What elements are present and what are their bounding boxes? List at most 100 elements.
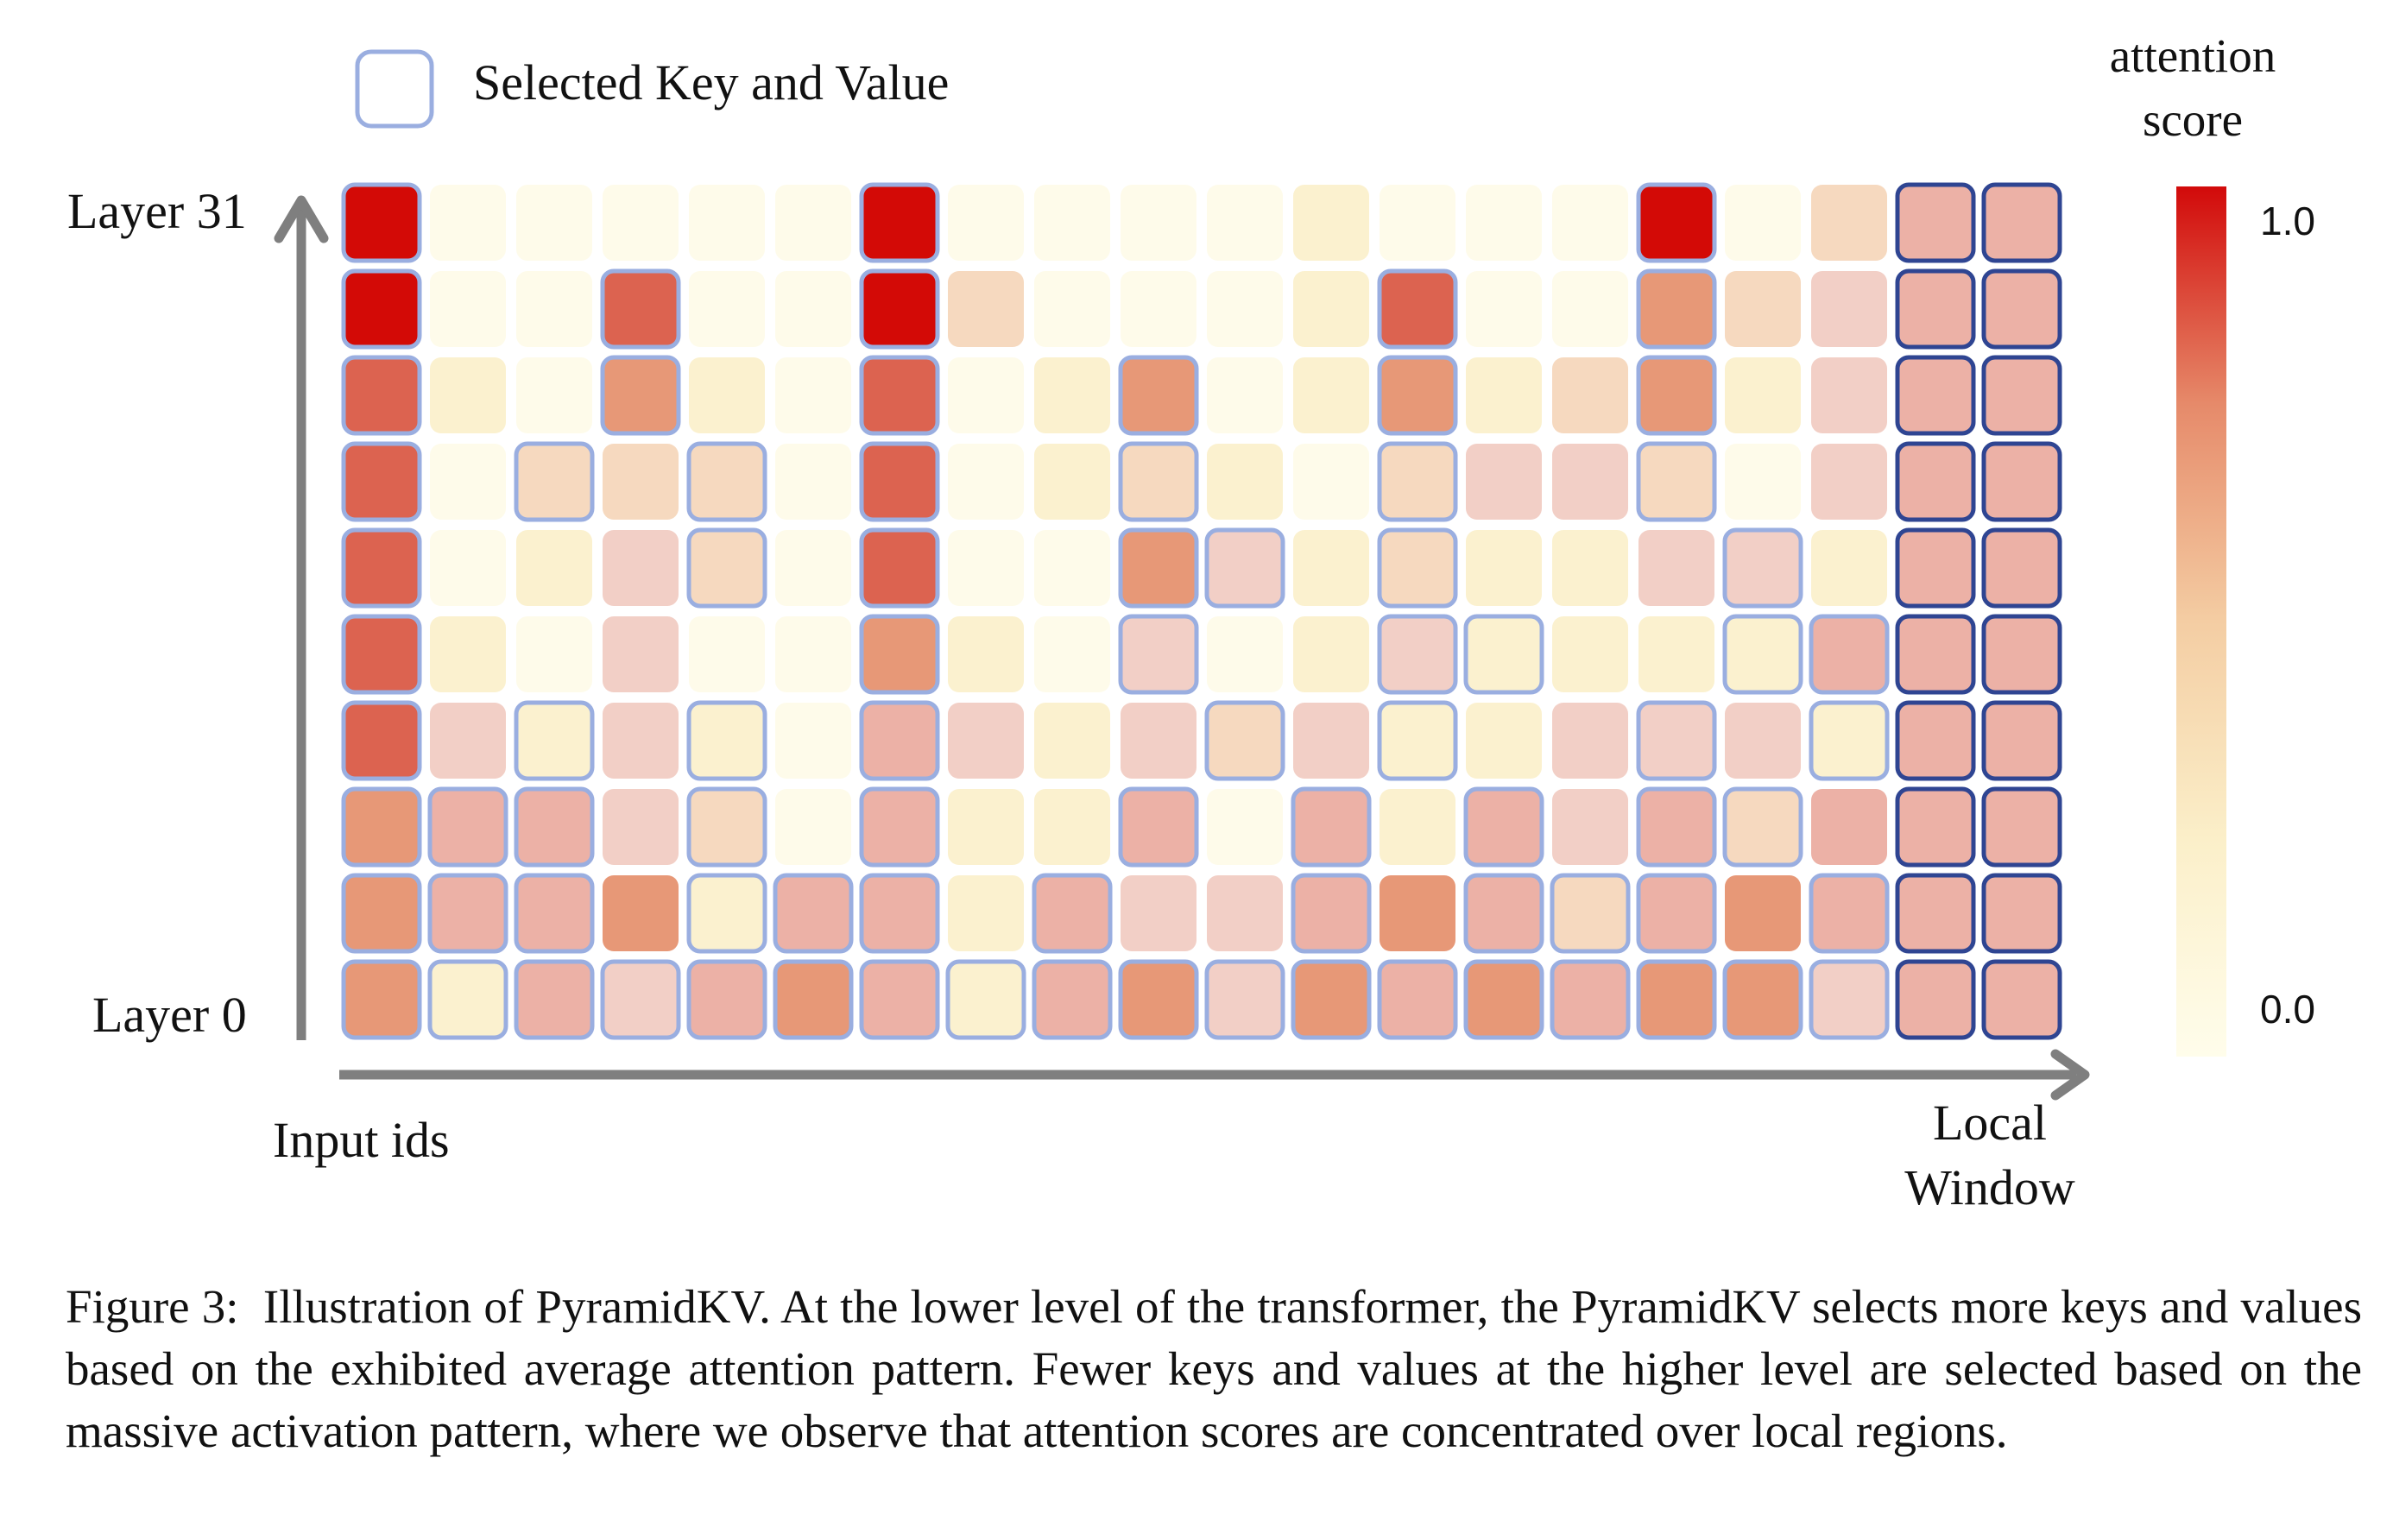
legend-selected-label: Selected Key and Value [473,54,949,110]
heatmap-cell [1034,703,1110,779]
colorbar-title-line1: attention [2110,29,2276,82]
selected-cell [1463,873,1544,954]
heatmap-cell [1207,616,1283,692]
selected-cell [1550,873,1631,954]
heatmap-cell [1552,789,1628,865]
selected-cell [1377,614,1458,695]
heatmap-cell [689,357,765,433]
heatmap-cell [948,703,1024,779]
heatmap-cell [775,703,851,779]
selected-cell [945,959,1026,1040]
heatmap-cell [1121,875,1196,951]
selected-cell [686,700,767,781]
selected-cell [1636,182,1717,263]
heatmap-cell [603,530,679,606]
heatmap-cell [1725,444,1801,520]
heatmap-cell [1034,789,1110,865]
local-window-cell [1981,873,2062,954]
heatmap-cell [1207,444,1283,520]
heatmap-cell [1466,530,1542,606]
heatmap-cell [775,789,851,865]
heatmap-cell [1811,530,1887,606]
local-window-cell [1895,441,1976,522]
heatmap-cell [775,616,851,692]
heatmap-cell [1293,357,1369,433]
x-axis-left-label: Input ids [273,1112,450,1168]
heatmap-cell [516,185,592,261]
legend-selected-swatch [355,49,434,129]
local-window-cell [1981,700,2062,781]
selected-cell [341,700,422,781]
local-window-cell [1895,182,1976,263]
heatmap-cell [1293,271,1369,347]
heatmap-cell [948,875,1024,951]
local-window-cell [1981,355,2062,436]
x-axis-right-label-line1: Local [1933,1095,2047,1151]
heatmap-cell [1466,444,1542,520]
heatmap-cell [1725,357,1801,433]
selected-cell [1118,614,1199,695]
heatmap-cell [775,271,851,347]
selected-cell [686,873,767,954]
selected-cell [859,182,940,263]
heatmap-cell [1552,444,1628,520]
heatmap-cell [948,185,1024,261]
selected-cell [600,355,681,436]
selected-cell [1722,614,1803,695]
heatmap-cell [1034,271,1110,347]
heatmap-cell [1811,271,1887,347]
selected-cell [1204,527,1285,609]
heatmap-cell [1034,444,1110,520]
selected-cell [1463,786,1544,868]
local-window-cell [1895,268,1976,350]
heatmap-cell [689,616,765,692]
selected-cell [427,786,508,868]
heatmap-cell [1811,357,1887,433]
selected-cell [341,614,422,695]
heatmap-cell [689,185,765,261]
selected-cell [1204,959,1285,1040]
selected-cell [427,873,508,954]
selected-cell [514,959,595,1040]
heatmap-cell [1725,875,1801,951]
heatmap-cell [603,444,679,520]
selected-cell [1377,700,1458,781]
selected-cell [341,786,422,868]
local-window-cell [1981,959,2062,1040]
selected-cell [1809,700,1890,781]
y-axis-bottom-label: Layer 0 [92,987,247,1043]
selected-cell [1722,959,1803,1040]
local-window-cell [1895,700,1976,781]
selected-cell [686,527,767,609]
heatmap-cell [516,616,592,692]
heatmap-cell [1121,703,1196,779]
local-window-cell [1895,355,1976,436]
heatmap-cell [948,530,1024,606]
heatmap-cell [948,271,1024,347]
selected-cell [773,959,854,1040]
selected-cell [1636,873,1717,954]
heatmap-cell [603,703,679,779]
local-window-cell [1981,268,2062,350]
heatmap-cell [1121,185,1196,261]
selected-cell [514,441,595,522]
heatmap-cell [1034,530,1110,606]
selected-cell [1636,355,1717,436]
heatmap-cell [1638,616,1714,692]
heatmap-cell [603,789,679,865]
selected-cell [1636,959,1717,1040]
selected-cell [859,527,940,609]
local-window-cell [1895,959,1976,1040]
local-window-cell [1981,614,2062,695]
selected-cell [1722,786,1803,868]
heatmap-cell [430,444,506,520]
selected-cell [427,959,508,1040]
selected-cell [341,182,422,263]
heatmap-cell [1293,703,1369,779]
selected-cell [859,268,940,350]
colorbar-min-label: 0.0 [2260,987,2315,1032]
heatmap-cell [603,875,679,951]
selected-cell [341,355,422,436]
selected-cell [859,873,940,954]
caption-label: Figure 3: [66,1280,263,1333]
